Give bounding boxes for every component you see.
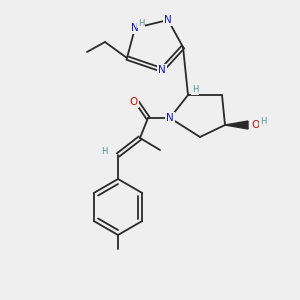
Text: H: H: [138, 19, 144, 28]
Text: O: O: [130, 97, 138, 107]
Text: N: N: [164, 15, 172, 25]
Text: H: H: [260, 116, 266, 125]
Polygon shape: [225, 121, 248, 129]
Text: N: N: [131, 23, 139, 33]
Text: N: N: [166, 113, 174, 123]
Text: O: O: [251, 120, 259, 130]
Text: N: N: [158, 65, 166, 75]
Text: H: H: [192, 85, 198, 94]
Text: H: H: [102, 148, 108, 157]
